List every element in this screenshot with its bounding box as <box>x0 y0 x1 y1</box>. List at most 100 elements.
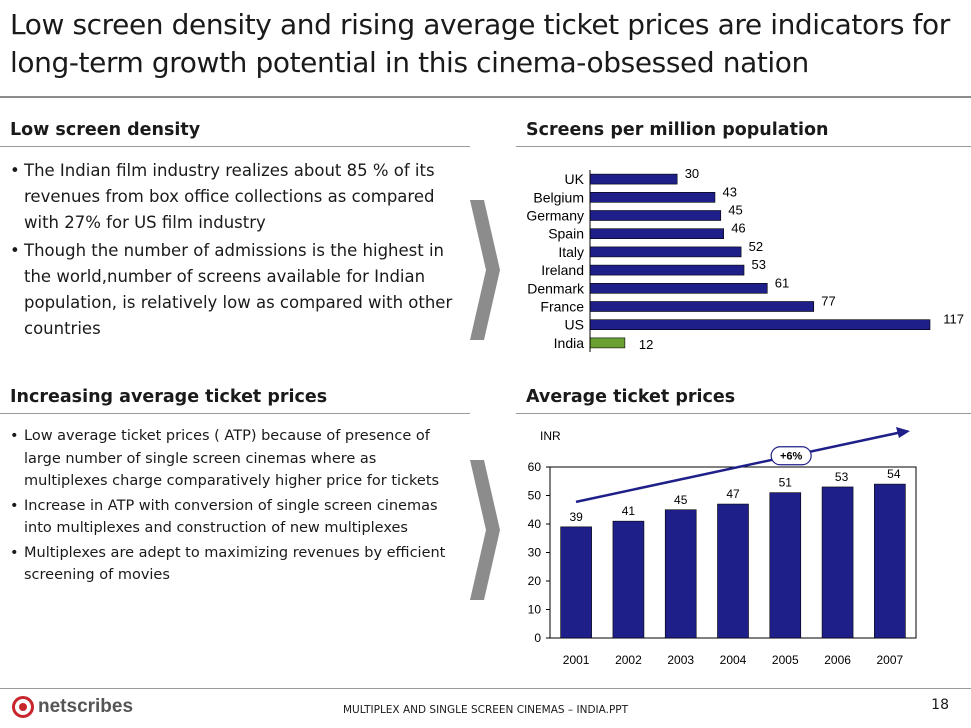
heading-underline <box>0 413 470 414</box>
y-tick-label: 30 <box>528 546 542 560</box>
netscribes-logo: netscribes <box>12 694 133 720</box>
category-label: US <box>565 317 584 333</box>
screen-density-bullets: • The Indian film industry realizes about… <box>10 158 470 344</box>
x-tick-label: 2007 <box>877 653 904 667</box>
footer-divider <box>0 688 971 689</box>
chevron-arrow-icon <box>470 460 500 600</box>
slide-title: Low screen density and rising average ti… <box>10 8 950 79</box>
growth-annotation: +6% <box>780 451 803 463</box>
heading-underline <box>0 146 470 147</box>
chevron-arrow-icon <box>470 200 500 340</box>
logo-text: netscribes <box>38 696 134 717</box>
y-tick-label: 0 <box>534 631 541 645</box>
x-tick-label: 2006 <box>824 653 851 667</box>
list-item: • The Indian film industry realizes about… <box>10 158 470 236</box>
bullet-text: Though the number of admissions is the h… <box>24 241 453 338</box>
y-tick-label: 50 <box>528 489 542 503</box>
bar <box>717 503 749 639</box>
bar <box>589 301 815 312</box>
average-ticket-price-chart: INR 0 10 20 30 40 50 60 39 2001 41 2002 45 2003 47 2004… <box>528 427 917 667</box>
trend-arrowhead-icon <box>896 427 910 438</box>
x-tick-label: 2004 <box>720 653 747 667</box>
y-axis-unit-label: INR <box>540 429 561 443</box>
bullet-text: Low average ticket prices ( ATP) because… <box>24 428 440 489</box>
y-tick-label: 20 <box>528 574 542 588</box>
bar <box>589 283 768 294</box>
category-label: UK <box>565 171 585 187</box>
bullet-dot: • <box>10 497 19 514</box>
y-tick-label: 60 <box>528 460 542 474</box>
section-heading-ticket-prices: Increasing average ticket prices <box>10 387 328 407</box>
data-label: 45 <box>674 493 688 507</box>
data-label: 61 <box>775 275 789 290</box>
heading-underline <box>516 413 971 414</box>
data-label: 12 <box>639 337 653 352</box>
data-label: 30 <box>685 166 699 181</box>
category-label: Denmark <box>527 280 585 296</box>
bar <box>612 520 645 639</box>
bar <box>560 526 592 639</box>
bar <box>589 246 742 258</box>
section-heading-screen-density: Low screen density <box>10 120 201 140</box>
y-tick-label: 10 <box>528 603 542 617</box>
screens-per-million-chart: UK 30 Belgium 43 Germany 45 Spain 46 Italy 52 Irel… <box>526 166 964 352</box>
bar <box>589 264 745 276</box>
data-label: 54 <box>887 467 901 481</box>
data-label: 53 <box>752 257 766 272</box>
list-item: • Increase in ATP with conversion of sing… <box>10 495 460 540</box>
title-divider <box>0 96 971 98</box>
data-label: 45 <box>728 203 742 218</box>
category-label: Germany <box>526 208 584 224</box>
bullet-dot: • <box>10 428 19 444</box>
bar <box>589 173 678 185</box>
category-label: Italy <box>558 244 584 260</box>
data-label: 39 <box>569 510 583 524</box>
bullet-text: Increase in ATP with conversion of singl… <box>24 497 438 537</box>
bar <box>589 337 626 349</box>
bullet-dot: • <box>10 241 20 260</box>
category-label: Ireland <box>541 262 584 278</box>
x-tick-label: 2005 <box>772 653 799 667</box>
y-tick-label: 40 <box>528 517 542 531</box>
x-tick-label: 2003 <box>667 653 694 667</box>
list-item: • Low average ticket prices ( ATP) becaus… <box>10 425 460 493</box>
bar <box>589 210 722 221</box>
data-label: 46 <box>731 221 745 236</box>
x-tick-label: 2002 <box>615 653 642 667</box>
data-label: 117 <box>943 312 964 327</box>
list-item: • Multiplexes are adept to maximizing rev… <box>10 542 460 587</box>
chart-title-ticket-prices: Average ticket prices <box>526 387 736 407</box>
bar <box>589 191 716 203</box>
footer-file-name: MULTIPLEX AND SINGLE SCREEN CINEMAS – IN… <box>342 704 629 716</box>
data-label: 53 <box>835 470 849 484</box>
category-label: Belgium <box>533 189 584 205</box>
bullet-dot: • <box>10 544 19 561</box>
bar <box>589 228 724 239</box>
data-label: 43 <box>722 184 736 199</box>
bar <box>874 483 906 639</box>
data-label: 47 <box>726 487 740 501</box>
bar <box>664 509 697 639</box>
data-label: 52 <box>749 239 763 254</box>
category-label: France <box>540 299 584 315</box>
category-label: Spain <box>548 226 584 242</box>
heading-underline <box>516 146 971 147</box>
trend-arrow-line <box>575 430 903 504</box>
chart-title-screens: Screens per million population <box>526 120 829 140</box>
ticket-prices-bullets: • Low average ticket prices ( ATP) becaus… <box>10 425 460 589</box>
growth-badge <box>770 446 812 466</box>
data-label: 41 <box>622 504 636 518</box>
data-label: 51 <box>779 476 793 490</box>
data-label: 77 <box>821 294 835 309</box>
logo-mark-icon <box>12 696 34 718</box>
category-label: India <box>554 335 585 351</box>
x-tick-label: 2001 <box>563 653 590 667</box>
bullet-text: Multiplexes are adept to maximizing reve… <box>24 544 446 584</box>
bar <box>769 492 802 639</box>
page-number: 18 <box>931 697 949 713</box>
bar <box>589 319 931 330</box>
bullet-text: The Indian film industry realizes about … <box>24 161 435 232</box>
bullet-dot: • <box>10 161 20 180</box>
list-item: • Though the number of admissions is the … <box>10 238 470 342</box>
bar <box>821 486 854 639</box>
